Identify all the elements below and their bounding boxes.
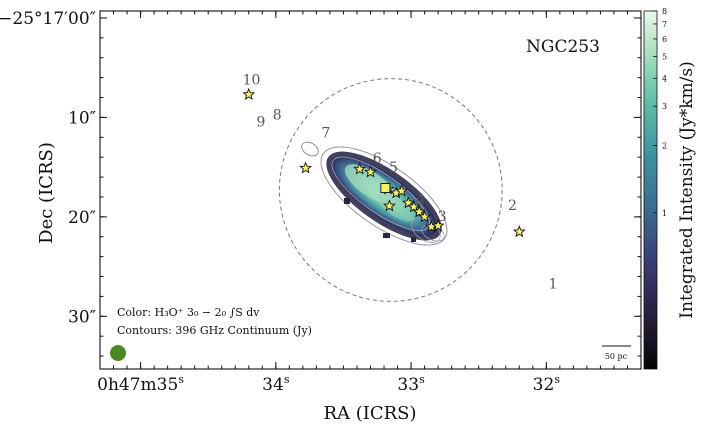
x-tick-label-sup: s	[284, 373, 290, 386]
source-star-marker	[383, 199, 396, 212]
y-tick-label: 30″	[68, 307, 96, 327]
x-tick-label: 33s	[397, 373, 425, 395]
source-label-8: 8	[273, 107, 282, 123]
source-label-9: 9	[256, 114, 265, 130]
legend-color-text: Color: H₃O⁺ 3₀ − 2₀ ∫S dv	[117, 306, 260, 319]
source-star-marker	[364, 165, 377, 178]
source-star-marker	[353, 162, 367, 175]
emission-fragment	[344, 198, 350, 204]
x-tick-label-sup: s	[178, 373, 184, 386]
nucleus-square-marker	[380, 183, 391, 193]
colorbar-tick-label: 1	[662, 209, 667, 218]
source-label-1: 1	[549, 276, 558, 292]
x-axis-ticks: 0h47m35s 34s 33s 32s	[97, 11, 628, 395]
colorbar-label: Integrated Intensity (Jy*km/s)	[677, 61, 697, 318]
x-tick-label-sup: s	[419, 373, 425, 386]
emission-map	[320, 146, 448, 246]
contour-source-7	[301, 141, 319, 157]
colorbar-tick-label: 2	[662, 142, 667, 151]
chart-title: NGC253	[526, 37, 600, 57]
source-star-marker	[299, 161, 312, 174]
source-star-marker	[431, 219, 445, 232]
source-star-marker	[418, 210, 431, 223]
colorbar-tick-label: 8	[662, 7, 667, 16]
x-tick-label: 34s	[262, 373, 290, 395]
colorbar-tick-label: 6	[662, 35, 667, 44]
y-axis-ticks: −25°17′00″ 10″ 20″ 30″	[0, 9, 641, 357]
beam-marker	[110, 345, 126, 361]
source-label-6: 6	[373, 151, 382, 167]
x-axis-label: RA (ICRS)	[323, 403, 416, 424]
x-tick-label: 0h47m35s	[97, 373, 184, 395]
scale-bar-label: 50 pc	[605, 352, 628, 361]
y-tick-label: −25°17′00″	[0, 9, 96, 29]
source-star-marker	[512, 225, 526, 238]
x-tick-label: 32s	[533, 373, 561, 395]
emission-fragment	[383, 233, 390, 238]
colorbar-ticks: 8 7 6 5 4 3 2 1	[653, 7, 667, 218]
source-star-marker	[407, 200, 421, 213]
x-tick-label-sup: s	[554, 373, 560, 386]
field-of-view-circle	[278, 78, 503, 302]
y-axis-label: Dec (ICRS)	[36, 142, 57, 244]
colorbar-tick-label: 5	[662, 53, 667, 62]
colorbar-tick-label: 7	[662, 20, 667, 29]
source-star-marker	[395, 184, 408, 197]
source-label-7: 7	[321, 125, 330, 141]
emission-fragment	[411, 237, 416, 242]
y-tick-label: 10″	[68, 108, 96, 128]
source-label-5: 5	[389, 160, 398, 176]
source-star-marker	[242, 87, 256, 100]
source-label-3: 3	[438, 209, 447, 225]
source-label-2: 2	[508, 198, 517, 214]
legend-contour-text: Contours: 396 GHz Continuum (Jy)	[117, 324, 312, 337]
colorbar-tick-label: 4	[662, 74, 667, 83]
source-label-4: 4	[416, 192, 425, 208]
y-tick-label: 20″	[68, 208, 96, 228]
colorbar	[643, 10, 658, 370]
colorbar-tick-label: 3	[662, 102, 667, 111]
source-star-marker	[412, 205, 426, 218]
source-markers	[242, 87, 526, 238]
source-label-10: 10	[243, 73, 261, 89]
